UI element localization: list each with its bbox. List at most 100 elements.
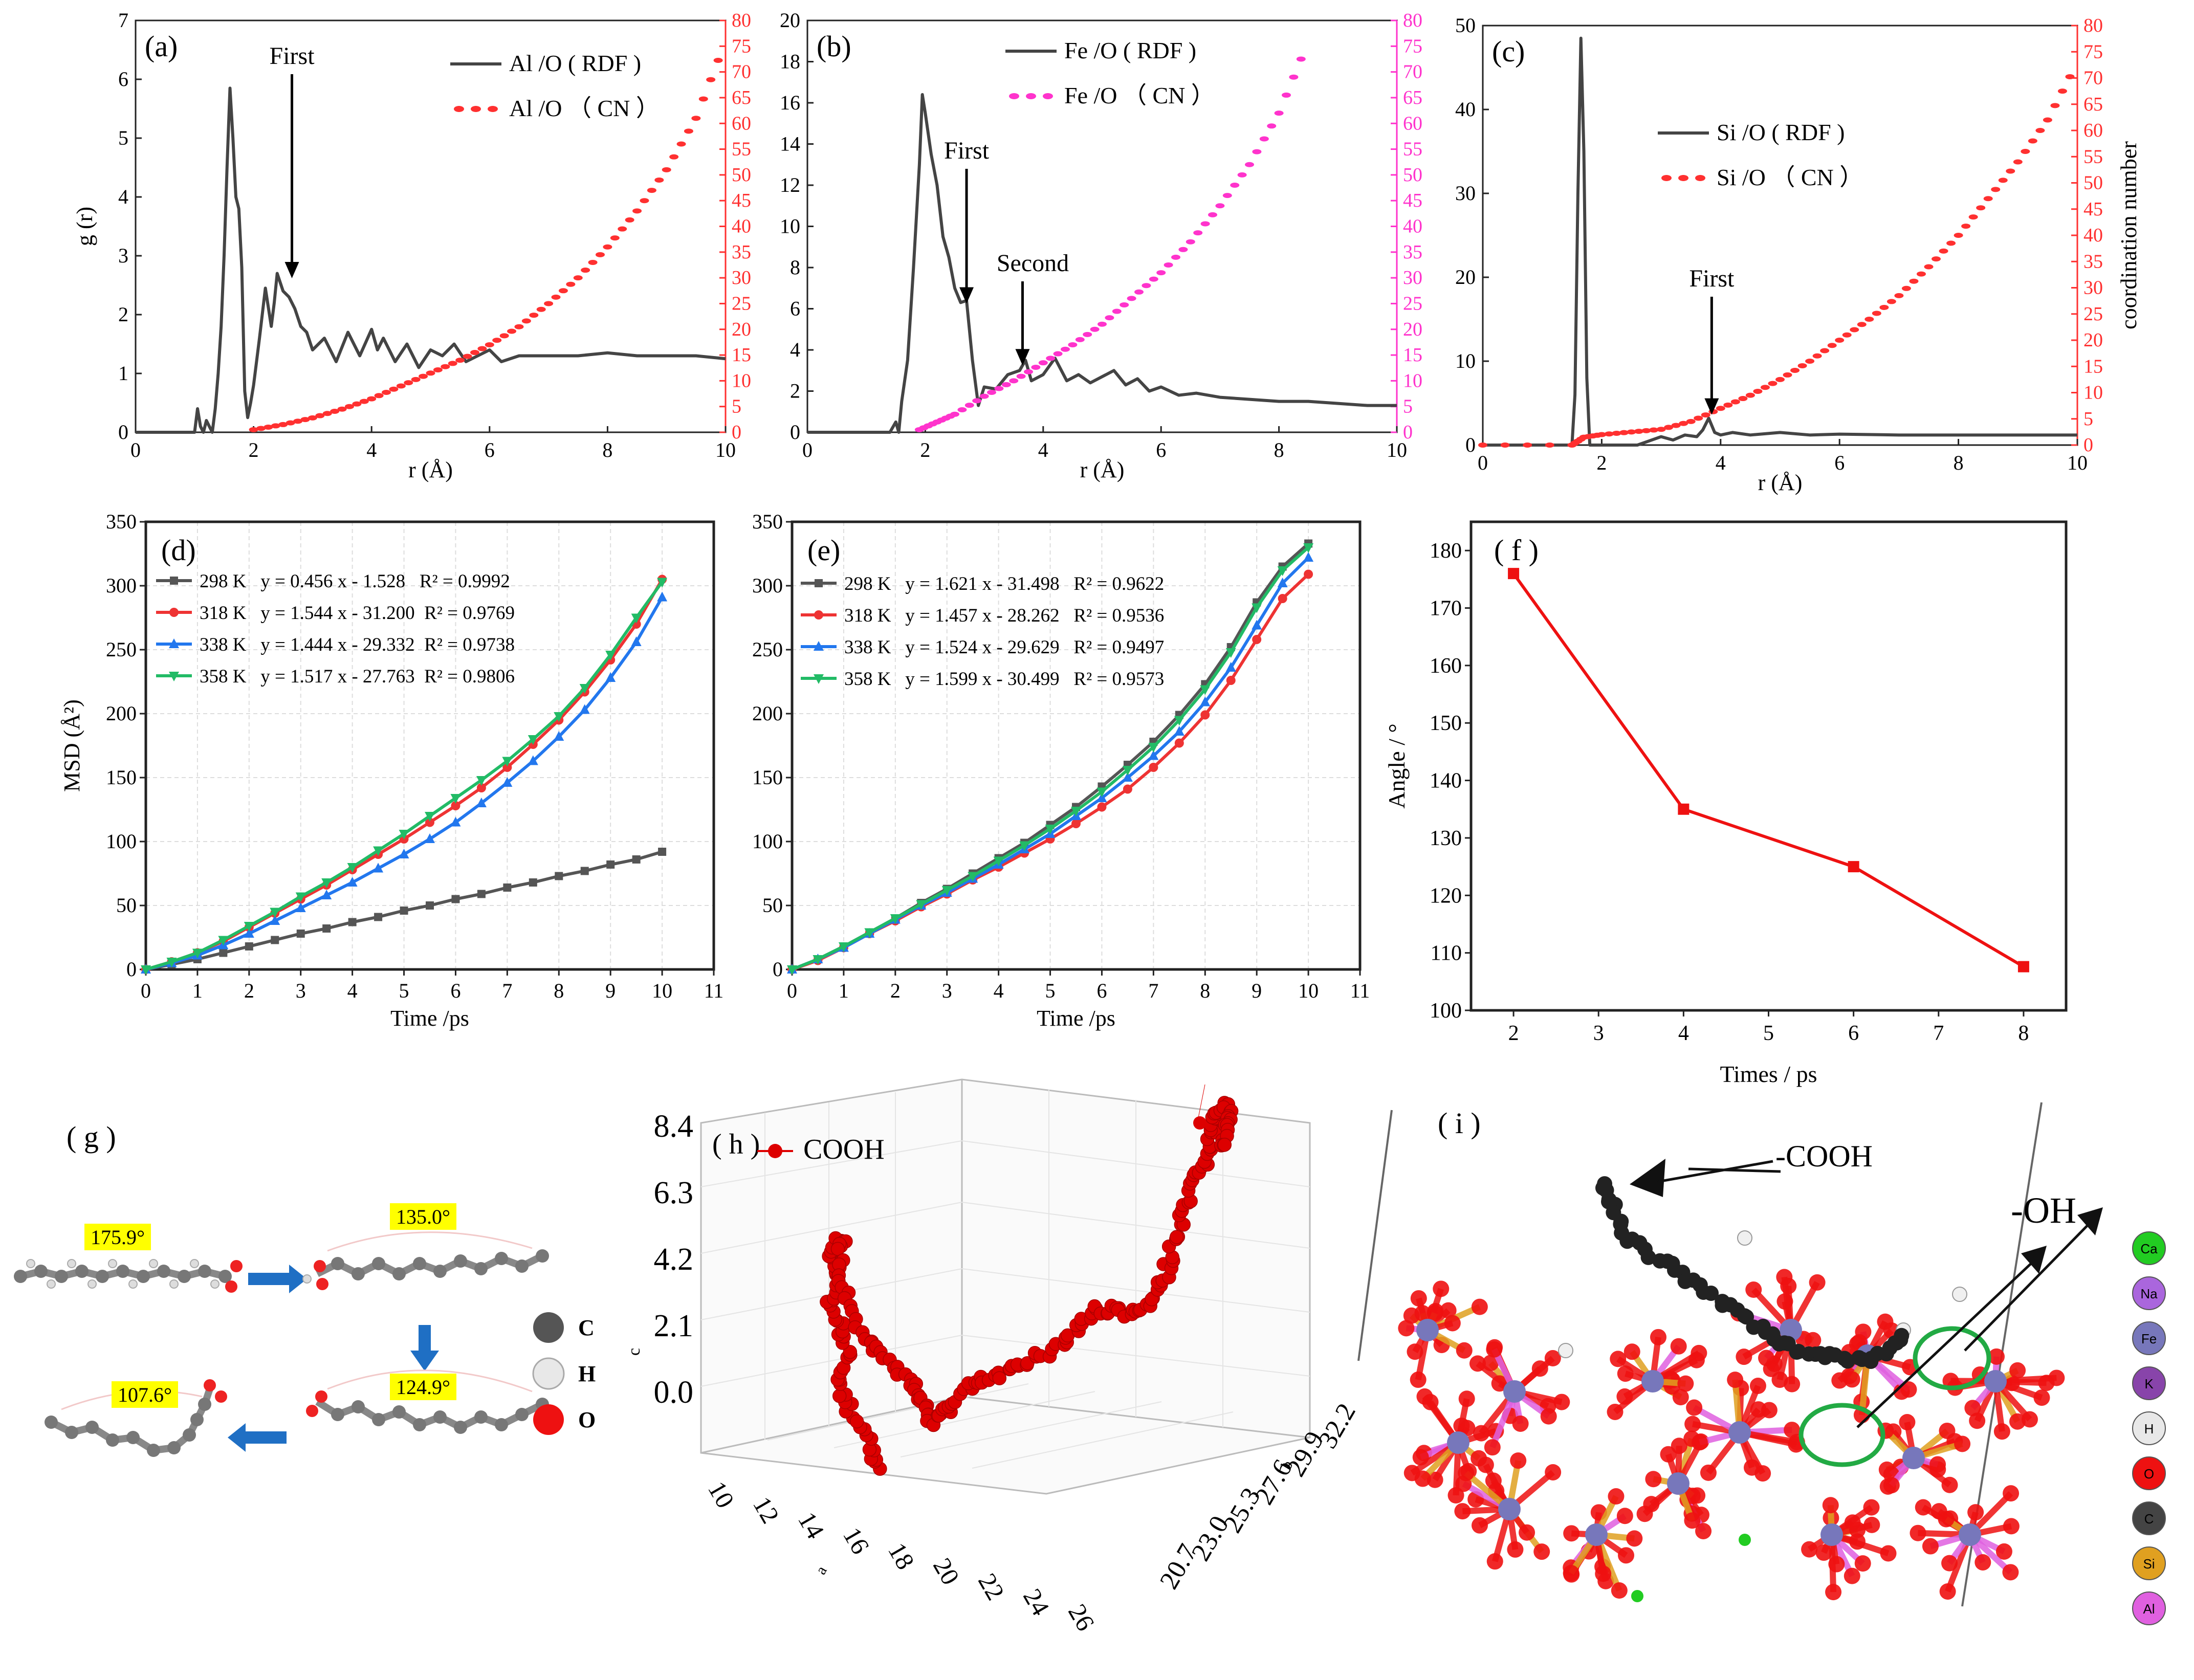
marker-triangle-down xyxy=(244,922,254,932)
marker-circle xyxy=(169,608,179,617)
cn-dot xyxy=(477,346,487,351)
cn-dot xyxy=(278,422,288,427)
arrow-cooh-icon xyxy=(1630,1159,1665,1197)
marker-triangle-down xyxy=(1225,648,1236,658)
x-tick-label: 5 xyxy=(399,979,409,1002)
x-tick-label: 4 xyxy=(347,979,358,1002)
cn-dot xyxy=(698,96,708,102)
cn-dot xyxy=(566,281,576,287)
marker-circle xyxy=(1200,710,1210,720)
cn-dot xyxy=(1879,304,1889,310)
cn-dot xyxy=(1842,332,1852,338)
legend-atom-fe-icon xyxy=(2132,1321,2166,1355)
x-tick-label: 0 xyxy=(130,438,141,461)
cn-dot xyxy=(1171,254,1180,260)
cn-dot xyxy=(1835,338,1845,343)
atom-legend: C H O xyxy=(532,1312,596,1435)
marker-triangle xyxy=(1252,620,1262,630)
cn-dot xyxy=(1222,193,1232,198)
cn-dot xyxy=(1998,178,2008,183)
atom-o xyxy=(1929,1456,1946,1473)
y-tick-label: 0 xyxy=(126,958,137,981)
cn-dot xyxy=(1024,369,1033,374)
y2-tick-label: 80 xyxy=(732,10,751,31)
z-tick-label: 4.2 xyxy=(654,1242,694,1277)
oxygen-atom-icon xyxy=(533,1404,564,1435)
y2-tick-label: 40 xyxy=(2083,225,2103,246)
atom-o xyxy=(1477,1456,1494,1473)
legend-cn-swatch xyxy=(1043,93,1053,99)
cn-dot xyxy=(1098,321,1107,327)
y-tick-label: 140 xyxy=(1430,769,1462,793)
atom-o xyxy=(1458,1390,1475,1407)
cn-dot xyxy=(1208,212,1217,217)
cn-dot xyxy=(1245,162,1254,167)
cn-dot xyxy=(1664,425,1674,430)
angle-label-2: 135.0° xyxy=(396,1205,450,1228)
chain-atom xyxy=(1894,1328,1910,1343)
atom-fe xyxy=(1820,1523,1843,1546)
y2-tick-label: 10 xyxy=(2083,382,2103,404)
y2-tick-label: 65 xyxy=(732,87,751,108)
atom-o xyxy=(1939,1583,1956,1600)
cn-dot xyxy=(1894,293,1904,298)
cn-dot xyxy=(1186,239,1195,245)
label-cooh: -COOH xyxy=(1775,1139,1873,1173)
a-tick-label: 20 xyxy=(928,1553,965,1589)
cn-dot xyxy=(2021,149,2030,154)
marker-circle xyxy=(814,610,823,620)
cn-dot xyxy=(322,411,332,416)
cn-dot xyxy=(706,77,716,82)
cn-dot xyxy=(654,177,664,183)
marker-triangle-down xyxy=(295,892,306,902)
marker-triangle xyxy=(450,816,461,827)
atom-fe xyxy=(1902,1447,1925,1469)
atom-o xyxy=(1684,1512,1701,1529)
cn-dot xyxy=(389,386,399,392)
x-tick-label: 3 xyxy=(942,979,952,1002)
legend-entry-2: 338 K y = 1.444 x - 29.332 R² = 0.9738 xyxy=(200,634,515,655)
atom-o xyxy=(1941,1476,1958,1493)
marker-triangle-down xyxy=(1122,766,1133,776)
cn-dot xyxy=(2050,103,2060,108)
marker-triangle-down xyxy=(631,613,642,624)
plot-frame xyxy=(1482,25,2078,446)
cn-dot xyxy=(1968,214,1978,220)
cn-dot xyxy=(662,167,671,172)
atom-o xyxy=(1938,1511,1955,1528)
marker-circle xyxy=(1226,676,1236,685)
y2-tick-label: 15 xyxy=(1403,344,1422,366)
annotation-first: First xyxy=(270,42,315,70)
atom-o xyxy=(1533,1543,1550,1560)
cn-dot xyxy=(404,380,413,386)
cn-dot xyxy=(2035,128,2045,133)
x-tick-label: 7 xyxy=(1148,979,1158,1002)
atom-fe xyxy=(1498,1498,1521,1520)
marker-triangle xyxy=(347,877,358,887)
cn-dot xyxy=(286,420,295,426)
panel-d-msd: 0 1 2 3 4 5 6 7 8 9 10 11 0 50 100 150 200 250 300 350 Time … xyxy=(59,510,723,1031)
marker-triangle-down xyxy=(1174,716,1184,726)
atom-h xyxy=(1952,1287,1967,1302)
marker-triangle-down xyxy=(1071,807,1081,816)
cn-dot xyxy=(1597,432,1607,437)
cn-dot xyxy=(1230,183,1240,188)
marker-triangle-down xyxy=(502,757,513,767)
atom-o xyxy=(1410,1290,1427,1307)
legend-atom-c: C xyxy=(2144,1511,2154,1527)
cn-dot xyxy=(1872,311,1881,316)
cn-dot xyxy=(330,408,340,414)
atom-o xyxy=(1771,1372,1788,1388)
y-tick-label: 20 xyxy=(1455,266,1476,289)
a-tick-label: 14 xyxy=(793,1507,830,1543)
x-tick-label: 2 xyxy=(249,438,259,461)
y2-tick-label: 45 xyxy=(2083,198,2103,220)
atom-o xyxy=(1695,1522,1712,1539)
y-tick-label: 12 xyxy=(780,173,800,196)
y-tick-label: 100 xyxy=(106,830,137,853)
marker-circle xyxy=(476,783,486,792)
atom-o xyxy=(1670,1338,1687,1355)
x-tick-label: 0 xyxy=(787,979,797,1002)
marker-triangle-down xyxy=(890,914,901,924)
atom-o xyxy=(1610,1351,1627,1367)
